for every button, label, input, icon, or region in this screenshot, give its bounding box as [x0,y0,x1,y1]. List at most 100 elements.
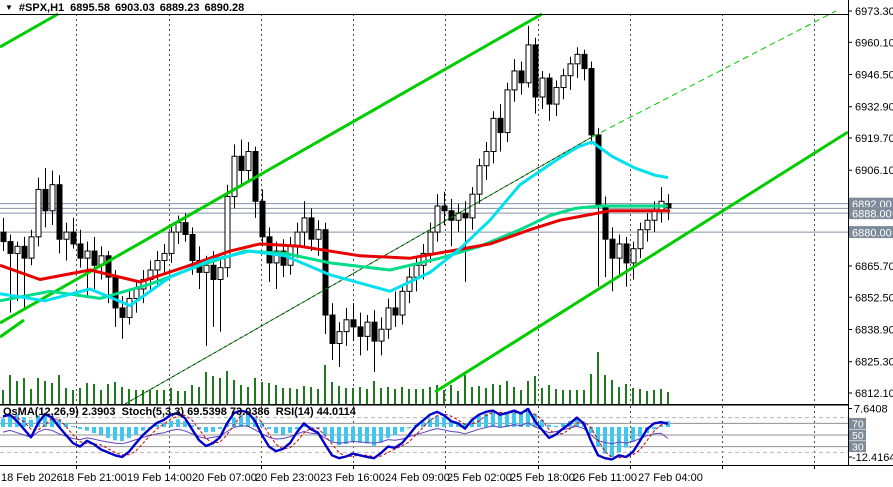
open-value: 6895.58 [70,2,110,14]
rsi-label: RSI(14) [275,406,314,418]
candle-body [119,307,126,318]
candle-body [126,297,133,318]
price-axis-label: 6838.90 [855,324,893,336]
candle-body [308,217,315,240]
osma-histogram-bar [596,427,600,447]
candle-body [378,328,385,342]
indicator-max-label: 7.6408 [854,404,888,416]
candle-body [56,184,63,240]
candle-body [259,200,266,238]
candle-body [91,250,98,266]
price-axis-label: 6973.30 [855,6,893,18]
indicator-level-box-label: 50 [852,430,864,442]
osma-histogram-bar [113,427,117,441]
candle-body [441,205,448,212]
volume-bar [219,378,221,404]
time-axis-label: 18 Feb 21:00 [62,472,127,484]
close-value: 6890.28 [204,2,245,14]
candle-body [35,188,42,238]
volume-bar [429,387,431,404]
volume-bar [2,390,4,404]
candle-body [329,314,336,344]
osma-histogram-bar [624,427,628,448]
osma-histogram-bar [491,411,495,427]
time-axis-label: 24 Feb 09:00 [385,472,450,484]
osma-histogram-bar [218,427,222,429]
time-axis-label: 26 Feb 11:00 [573,472,637,484]
rsi-value: 44.0114 [316,406,356,418]
volume-bar [499,385,501,404]
candle-body [588,68,595,136]
indicator-min-label: -12.4164 [852,452,893,464]
volume-bar [93,384,95,404]
trendline-dotted-green-overlay [124,136,593,405]
osma-histogram-bar [29,419,33,427]
osma-histogram-bar [162,422,166,427]
osma-histogram-bar [190,425,194,427]
volume-bar [310,387,312,404]
candle-body [273,250,280,264]
volume-bar [205,372,207,404]
candle-body [427,231,434,254]
rsi-line [2,422,669,445]
volume-bar [275,385,277,404]
volume-bar [408,389,410,404]
volume-bar [261,382,263,404]
candle-body [392,307,399,316]
volume-bar [527,381,529,404]
volume-bar [247,387,249,404]
osma-histogram-bar [36,415,40,427]
candle-body [399,290,406,316]
osma-histogram-bar [85,427,89,431]
volume-bar [380,388,382,404]
volume-bar [16,381,18,404]
upper-channel-line-top-left-tip [0,12,59,49]
candle-body [21,245,28,259]
volume-bar [149,390,151,404]
indicator-level-box [849,441,866,453]
stoch-main-line [2,407,669,461]
time-axis-label: 20 Feb 23:00 [255,472,320,484]
volume-bar [646,391,648,404]
osma-histogram-bar [470,419,474,427]
osma-histogram-bar [372,427,376,446]
osma-histogram-bar [302,425,306,427]
osma-histogram-bar [50,415,54,427]
candle-body [280,250,287,266]
volume-bar [191,385,193,404]
candle-body [182,222,189,235]
candle-body [553,87,560,105]
candle-body [0,231,7,243]
osma-histogram-bar [99,427,103,435]
price-axis-label: 6919.70 [855,133,893,145]
volume-bar [485,388,487,404]
osma-histogram-bar [267,427,271,429]
volume-bar [37,378,39,404]
ma-red-line [0,209,670,284]
osma-histogram-bar [400,427,404,432]
volume-bar [422,389,424,404]
price-axis-label: 6932.90 [855,102,893,114]
osma-histogram-bar [309,426,313,428]
candle-body [483,151,490,167]
osma-histogram-bar [281,427,285,435]
volume-bar [436,385,438,404]
price-axis-label: 6825.30 [855,357,893,369]
time-axis-label: 27 Feb 04:00 [638,472,703,484]
ohlc-readout: 6895.58 6903.03 6889.23 6890.28 [70,2,244,14]
candle-body [301,217,308,233]
price-axis-label: 6865.70 [855,261,893,273]
osma-histogram-bar [92,427,96,434]
price-level-box [849,207,893,220]
candle-body [42,188,49,212]
osma-histogram-bar [127,427,131,439]
candle-body [532,44,539,98]
osma-histogram-bar [526,408,530,427]
candle-body [245,151,252,171]
candle-body [238,155,245,171]
symbol-dropdown-icon[interactable]: ▼ [5,3,13,12]
candle-body [49,184,56,212]
volume-bar [590,374,592,404]
stoch-main-value: 69.5398 [187,406,227,418]
